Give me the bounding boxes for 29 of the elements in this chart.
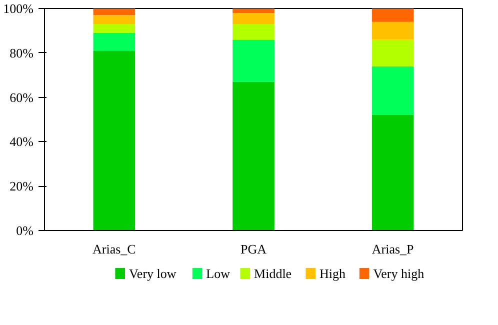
y-tick-label: 0%	[16, 223, 34, 238]
legend-label: Low	[206, 266, 231, 281]
x-tick-label: Arias_C	[92, 242, 136, 256]
bar	[372, 115, 414, 230]
bar	[232, 8, 274, 13]
bar	[372, 22, 414, 40]
legend-label: Very low	[128, 266, 177, 281]
y-tick-label: 60%	[10, 90, 34, 105]
bar	[372, 40, 414, 66]
legend-label: High	[319, 266, 346, 281]
y-tick-label: 100%	[3, 1, 34, 16]
bar	[232, 82, 274, 230]
y-tick-label: 80%	[10, 45, 34, 60]
x-tick-label: PGA	[240, 242, 268, 256]
bar	[232, 40, 274, 82]
bar	[232, 24, 274, 40]
y-tick-label: 40%	[10, 134, 34, 150]
bar	[232, 12, 274, 24]
bar	[93, 24, 136, 33]
x-tick-label: Arias_P	[372, 242, 414, 256]
bar	[93, 50, 136, 230]
bar	[93, 8, 136, 16]
bar	[372, 66, 414, 116]
y-tick-label: 20%	[10, 178, 34, 194]
bar	[372, 8, 414, 22]
legend-label: Very high	[373, 266, 425, 281]
bar	[93, 15, 136, 24]
legend-label: Middle	[254, 266, 292, 281]
bar	[93, 32, 136, 51]
